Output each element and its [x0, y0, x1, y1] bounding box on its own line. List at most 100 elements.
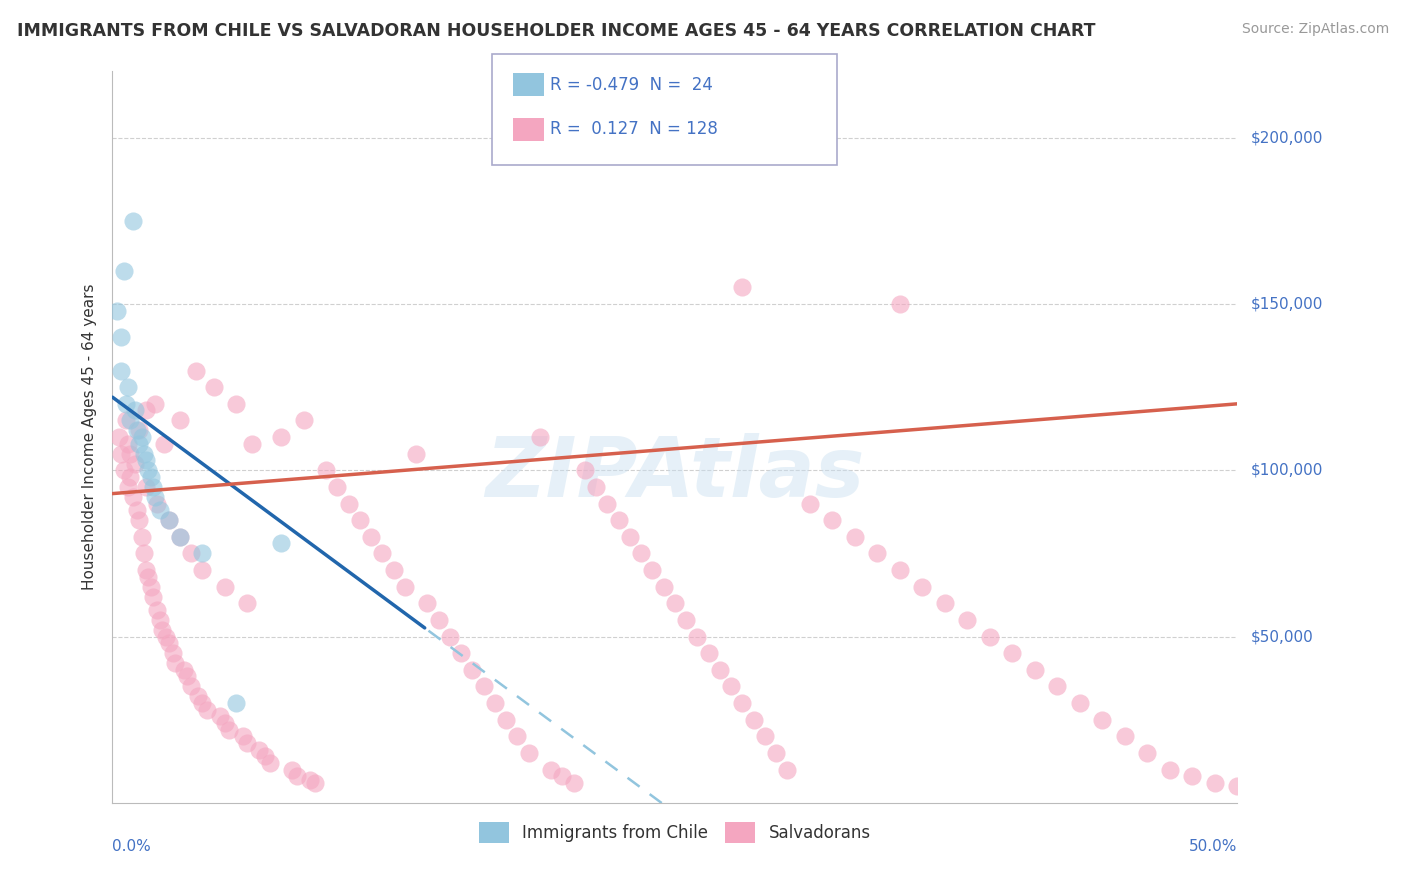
Point — [866, 546, 889, 560]
Point — [187, 690, 209, 704]
Point — [1091, 713, 1114, 727]
Point — [132, 447, 155, 461]
Point — [128, 513, 150, 527]
Point — [169, 530, 191, 544]
Point — [630, 546, 652, 560]
Point — [416, 596, 439, 610]
Point — [765, 746, 787, 760]
Point — [1226, 779, 1249, 793]
Point — [120, 470, 142, 484]
Point — [127, 503, 149, 517]
Point — [139, 580, 162, 594]
Point — [225, 397, 247, 411]
Point — [254, 749, 277, 764]
Point — [551, 769, 574, 783]
Point — [236, 596, 259, 610]
Text: $100,000: $100,000 — [1251, 463, 1323, 478]
Point — [169, 530, 191, 544]
Point — [517, 746, 540, 760]
Text: IMMIGRANTS FROM CHILE VS SALVADORAN HOUSEHOLDER INCOME AGES 45 - 64 YEARS CORREL: IMMIGRANTS FROM CHILE VS SALVADORAN HOUS… — [17, 22, 1095, 40]
Y-axis label: Householder Income Ages 45 - 64 years: Householder Income Ages 45 - 64 years — [82, 284, 97, 591]
Point — [1159, 763, 1181, 777]
Text: R =  0.127  N = 128: R = 0.127 N = 128 — [550, 120, 717, 138]
Point — [405, 447, 427, 461]
Point — [731, 280, 754, 294]
Point — [128, 436, 150, 450]
Point — [157, 636, 180, 650]
Point — [202, 380, 225, 394]
Point — [120, 447, 142, 461]
Point — [664, 596, 686, 610]
Point — [461, 663, 484, 677]
Point — [124, 457, 146, 471]
Point — [686, 630, 709, 644]
Text: R = -0.479  N =  24: R = -0.479 N = 24 — [550, 76, 713, 94]
Point — [754, 729, 776, 743]
Point — [138, 463, 160, 477]
Point — [165, 656, 187, 670]
Point — [889, 563, 911, 577]
Point — [225, 696, 247, 710]
Point — [607, 513, 630, 527]
Point — [110, 447, 132, 461]
Text: $50,000: $50,000 — [1251, 629, 1315, 644]
Point — [1271, 480, 1294, 494]
Point — [117, 436, 139, 450]
Point — [585, 480, 607, 494]
Point — [150, 623, 173, 637]
Point — [121, 490, 143, 504]
Point — [506, 729, 529, 743]
Point — [105, 303, 128, 318]
Point — [596, 497, 619, 511]
Point — [652, 580, 675, 594]
Point — [427, 613, 450, 627]
Point — [139, 470, 162, 484]
Point — [911, 580, 934, 594]
Point — [720, 680, 742, 694]
Point — [146, 497, 169, 511]
Point — [299, 772, 322, 787]
Point — [821, 513, 844, 527]
Point — [472, 680, 495, 694]
Point — [191, 696, 214, 710]
Text: Source: ZipAtlas.com: Source: ZipAtlas.com — [1241, 22, 1389, 37]
Point — [146, 603, 169, 617]
Point — [697, 646, 720, 660]
Point — [742, 713, 765, 727]
Point — [495, 713, 517, 727]
Point — [562, 776, 585, 790]
Point — [121, 214, 143, 228]
Point — [281, 763, 304, 777]
Point — [1046, 680, 1069, 694]
Point — [270, 536, 292, 550]
Point — [675, 613, 697, 627]
Point — [214, 580, 236, 594]
Point — [117, 480, 139, 494]
Point — [162, 646, 184, 660]
Point — [956, 613, 979, 627]
Point — [132, 546, 155, 560]
Point — [1204, 776, 1226, 790]
Point — [1069, 696, 1091, 710]
Point — [1181, 769, 1204, 783]
Point — [326, 480, 349, 494]
Point — [135, 480, 157, 494]
Point — [142, 480, 165, 494]
Point — [173, 663, 195, 677]
Legend: Immigrants from Chile, Salvadorans: Immigrants from Chile, Salvadorans — [472, 815, 877, 849]
Point — [641, 563, 664, 577]
Point — [889, 297, 911, 311]
Point — [195, 703, 218, 717]
Point — [799, 497, 821, 511]
Point — [1249, 463, 1271, 477]
Point — [135, 453, 157, 467]
Point — [135, 403, 157, 417]
Text: ZIPAtlas: ZIPAtlas — [485, 434, 865, 514]
Text: $200,000: $200,000 — [1251, 130, 1323, 145]
Point — [112, 264, 135, 278]
Point — [184, 363, 207, 377]
Point — [731, 696, 754, 710]
Point — [191, 563, 214, 577]
Point — [157, 513, 180, 527]
Point — [232, 729, 254, 743]
